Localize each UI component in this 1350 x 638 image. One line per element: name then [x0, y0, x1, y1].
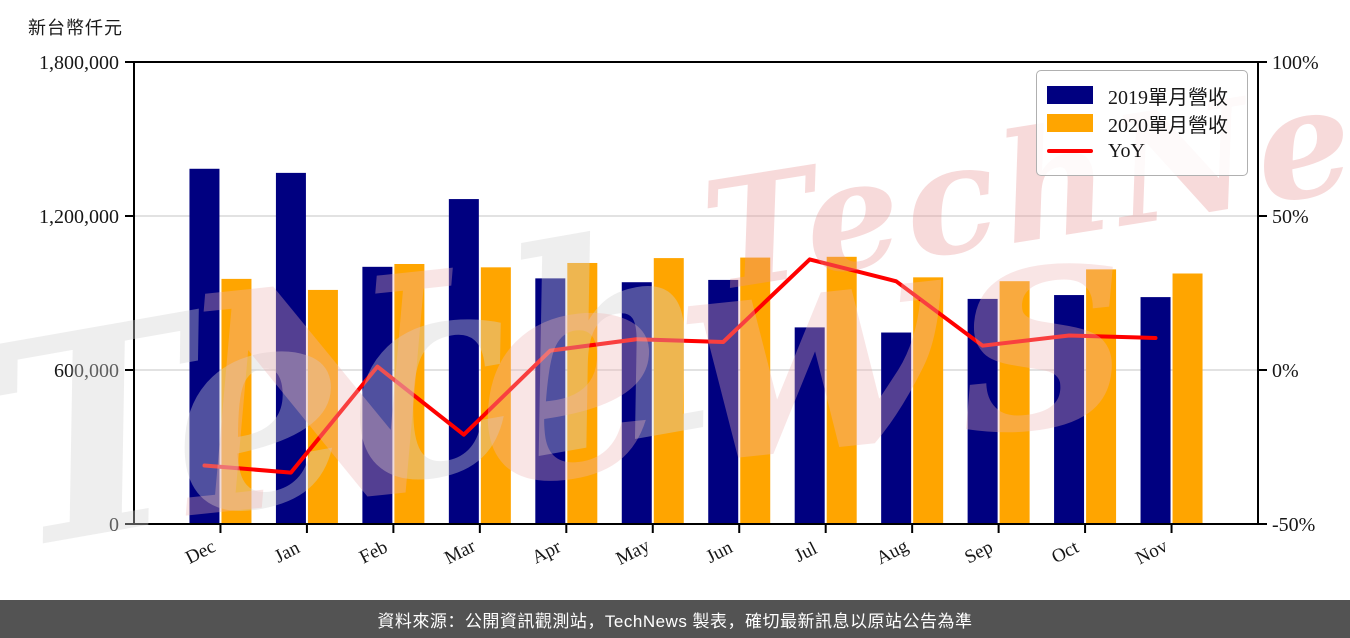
legend-label-yoy: YoY [1108, 139, 1145, 162]
bar-2020-apr [567, 262, 598, 524]
legend-row-2020: 2020單月營收 [1047, 110, 1235, 137]
x-tick-label-mar: Mar [441, 536, 479, 569]
y-left-tick-label: 1,200,000 [39, 206, 119, 228]
bar-2020-oct [1086, 269, 1117, 524]
bar-2019-jan [275, 172, 306, 524]
legend-row-2019: 2019單月營收 [1047, 82, 1235, 109]
legend-row-yoy: YoY [1047, 138, 1235, 164]
x-tick-label-sep: Sep [961, 537, 996, 569]
bar-2020-aug [913, 277, 944, 524]
x-tick-label-aug: Aug [873, 535, 912, 569]
bar-2020-sep [999, 281, 1030, 524]
y-right-tick-label: 50% [1272, 206, 1309, 228]
bar-2020-dec [221, 278, 252, 524]
footer-bar: 資料來源：公開資訊觀測站，TechNews 製表，確切最新訊息以原站公告為準 [0, 600, 1350, 638]
y-left-tick-label: 1,800,000 [39, 52, 119, 74]
bar-2019-mar [448, 199, 479, 524]
bar-2020-jan [307, 289, 338, 524]
legend-label-2020: 2020單月營收 [1108, 114, 1228, 137]
x-tick-label-may: May [613, 535, 654, 570]
bar-2019-nov [1140, 297, 1171, 524]
bar-2020-jun [740, 257, 771, 524]
legend: 2019單月營收 2020單月營收 YoY [1036, 70, 1248, 176]
bar-2019-apr [535, 278, 566, 524]
x-tick-label-apr: Apr [529, 536, 565, 568]
bar-2019-jul [794, 327, 825, 524]
bar-2019-dec [189, 168, 220, 525]
legend-label-2019: 2019單月營收 [1108, 86, 1228, 109]
bar-2019-jun [708, 279, 739, 524]
x-tick-label-oct: Oct [1048, 537, 1083, 568]
plot-border [133, 61, 1259, 525]
bar-2019-oct [1054, 295, 1085, 524]
x-tick-label-feb: Feb [356, 537, 391, 569]
x-tick-label-jan: Jan [271, 537, 304, 567]
bar-2019-feb [362, 266, 393, 524]
y-left-tick-label: 600,000 [54, 360, 119, 382]
legend-swatch-2019-icon [1047, 86, 1093, 104]
bar-2019-may [621, 282, 652, 524]
x-tick-label-jun: Jun [703, 537, 736, 568]
y-right-tick-label: 100% [1272, 52, 1319, 74]
left-axis-unit-label: 新台幣仟元 [28, 18, 123, 38]
bar-2020-jul [826, 256, 857, 524]
footer-source-text: 資料來源：公開資訊觀測站，TechNews 製表，確切最新訊息以原站公告為準 [377, 611, 973, 631]
yoy-line [202, 257, 1158, 475]
legend-swatch-2020-icon [1047, 114, 1093, 132]
bar-2019-sep [967, 298, 998, 524]
x-tick-label-nov: Nov [1132, 535, 1171, 569]
y-right-tick-label: 0% [1272, 360, 1299, 382]
bar-2020-nov [1172, 273, 1203, 524]
y-left-tick-label: 0 [109, 514, 119, 536]
chart-svg: 0 600,000 1,200,000 1,800,000 -50% 0% 50% 100% D… [39, 52, 1319, 570]
y-right-tick-label: -50% [1272, 514, 1315, 536]
x-tick-label-jul: Jul [791, 538, 820, 567]
x-tick-label-dec: Dec [182, 536, 219, 569]
bar-2019-aug [881, 332, 912, 524]
legend-swatch-yoy-line-icon [1047, 148, 1093, 154]
bar-2020-may [653, 258, 684, 524]
